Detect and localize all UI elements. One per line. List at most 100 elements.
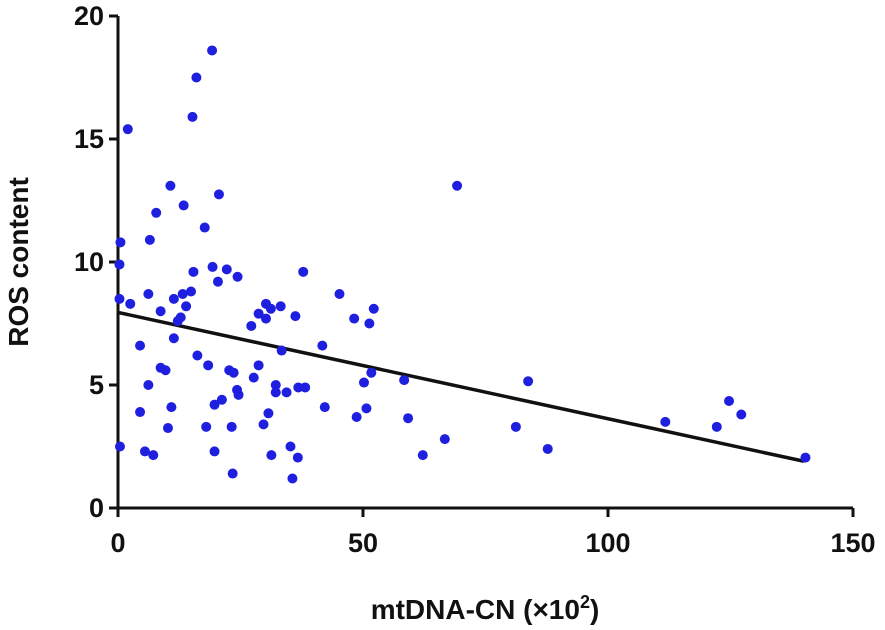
data-point — [300, 382, 311, 393]
data-point — [151, 207, 162, 218]
data-point — [266, 450, 277, 461]
x-axis-label: mtDNA-CN (×102) — [371, 592, 600, 625]
x-tick-label: 50 — [348, 528, 378, 558]
data-point — [248, 372, 259, 383]
data-point — [166, 402, 177, 413]
data-point — [227, 468, 238, 479]
data-point — [285, 441, 296, 452]
data-point — [114, 293, 125, 304]
data-point — [399, 375, 410, 386]
x-tick-label: 0 — [110, 528, 125, 558]
data-point — [114, 441, 125, 452]
data-point — [276, 345, 287, 356]
data-point — [351, 411, 362, 422]
data-point — [135, 407, 146, 418]
data-point — [287, 473, 298, 484]
data-point — [162, 423, 173, 434]
data-point — [155, 306, 166, 317]
data-point — [181, 301, 192, 312]
data-point — [135, 340, 146, 351]
data-point — [144, 234, 155, 245]
data-point — [334, 288, 345, 299]
data-point — [275, 301, 286, 312]
y-tick-label: 0 — [89, 493, 104, 523]
data-point — [260, 313, 271, 324]
data-point — [143, 380, 154, 390]
data-point — [736, 409, 747, 420]
data-point — [510, 421, 521, 432]
data-point — [228, 367, 239, 378]
x-axis-label-suffix: ) — [590, 594, 599, 625]
data-point — [349, 313, 360, 324]
data-point — [417, 450, 428, 461]
data-point — [201, 421, 212, 432]
data-point — [293, 382, 304, 393]
data-point — [207, 261, 218, 272]
data-point — [361, 403, 372, 414]
data-point — [253, 360, 264, 371]
data-point — [258, 419, 269, 430]
data-point — [160, 365, 171, 376]
data-point — [125, 298, 136, 309]
data-point — [148, 450, 159, 461]
data-point — [122, 124, 133, 135]
data-point — [216, 394, 227, 405]
data-point — [114, 259, 125, 270]
data-point — [203, 360, 214, 371]
data-point — [246, 320, 257, 331]
data-point — [213, 189, 224, 200]
data-point — [270, 387, 281, 398]
data-point — [233, 389, 244, 400]
data-point — [168, 333, 179, 344]
data-point — [270, 380, 281, 390]
x-tick-label: 100 — [585, 528, 630, 558]
data-point — [403, 413, 414, 424]
data-point — [366, 367, 377, 378]
data-point — [199, 222, 210, 233]
trendline — [117, 310, 805, 463]
x-axis-label-main: mtDNA-CN (×10 — [371, 594, 580, 625]
data-point — [165, 180, 176, 191]
data-point — [221, 264, 232, 275]
data-point — [209, 446, 220, 457]
data-point — [452, 180, 463, 191]
data-point — [298, 266, 309, 277]
data-point — [226, 421, 237, 432]
axes — [116, 16, 853, 510]
data-point — [232, 271, 243, 282]
data-point — [253, 308, 264, 319]
data-points — [114, 45, 811, 484]
trendline-group — [117, 310, 805, 463]
data-point — [178, 200, 189, 211]
data-point — [191, 72, 202, 83]
data-point — [800, 452, 811, 463]
y-tick-label: 10 — [74, 247, 104, 277]
data-point — [207, 45, 218, 56]
data-point — [168, 293, 179, 304]
data-point — [192, 350, 203, 361]
data-point — [319, 402, 330, 413]
y-tick-label: 20 — [74, 1, 104, 31]
data-point — [711, 421, 722, 432]
y-tick-label: 15 — [74, 124, 104, 154]
data-point — [265, 303, 276, 314]
x-axis-label-superscript: 2 — [580, 592, 590, 612]
data-point — [660, 416, 671, 427]
data-point — [281, 387, 292, 398]
data-point — [175, 312, 186, 323]
data-point — [209, 399, 220, 410]
y-axis-label: ROS content — [3, 177, 34, 347]
data-point — [439, 434, 450, 445]
data-point — [358, 377, 369, 388]
data-point — [290, 311, 301, 322]
data-point — [292, 452, 303, 463]
data-point — [368, 303, 379, 314]
data-point — [115, 237, 126, 248]
data-point — [188, 266, 199, 277]
data-point — [523, 376, 534, 387]
data-point — [542, 443, 553, 454]
data-point — [186, 286, 197, 297]
data-point — [364, 318, 375, 329]
data-point — [317, 340, 328, 351]
data-point — [187, 111, 198, 122]
